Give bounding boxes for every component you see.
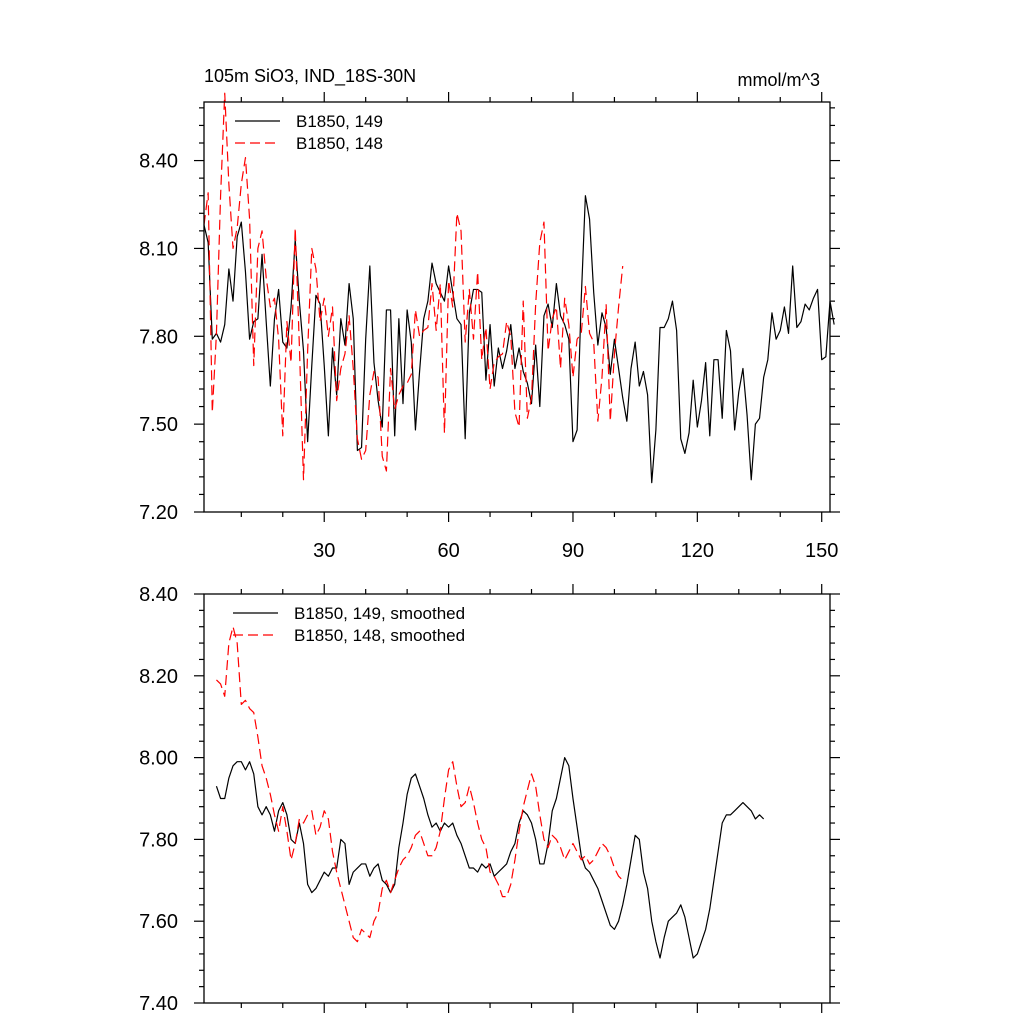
- panel-1: 30 60 90 120 150 7.20 7.50 7.80 8.10 8.40 105m SiO…: [139, 66, 840, 562]
- y-tick-label: 7.20: [139, 502, 178, 524]
- chart-title: 105m SiO3, IND_18S-30N: [204, 66, 416, 87]
- plot-frame: [203, 101, 831, 513]
- y-tick-label: 8.20: [139, 666, 178, 688]
- x-tick-label: 120: [681, 540, 714, 562]
- series-line-1: [215, 756, 765, 959]
- plot-frame: [203, 593, 831, 1004]
- x-tick-label: 60: [437, 540, 459, 562]
- x-tick-label: 150: [805, 540, 838, 562]
- series-line-2: [216, 626, 624, 943]
- y-tick-label: 7.40: [139, 993, 178, 1015]
- y-tick-label: 7.50: [139, 414, 178, 436]
- legend-label-1: B1850, 149, smoothed: [294, 604, 465, 623]
- y-tick-label: 7.80: [139, 829, 178, 851]
- series-line-1: [203, 195, 835, 484]
- y-tick-label: 8.00: [139, 748, 178, 770]
- legend-label-1: B1850, 149: [296, 112, 383, 131]
- units-label: mmol/m^3: [738, 70, 820, 90]
- y-tick-label: 8.40: [139, 151, 178, 173]
- series-line-2: [203, 92, 624, 481]
- y-tick-label: 7.80: [139, 326, 178, 348]
- legend-label-2: B1850, 148, smoothed: [294, 626, 465, 645]
- legend-label-2: B1850, 148: [296, 134, 383, 153]
- y-tick-label: 8.10: [139, 238, 178, 260]
- legend: B1850, 149, smoothed B1850, 148, smoothed: [233, 604, 465, 645]
- y-tick-label: 7.60: [139, 911, 178, 933]
- x-tick-label: 30: [313, 540, 335, 562]
- y-tick-label: 8.40: [139, 584, 178, 606]
- panel-2: 7.40 7.60 7.80 8.00 8.20 8.40 B1850, 149, smoo…: [139, 584, 840, 1015]
- x-tick-label: 90: [562, 540, 584, 562]
- legend: B1850, 149 B1850, 148: [235, 112, 383, 153]
